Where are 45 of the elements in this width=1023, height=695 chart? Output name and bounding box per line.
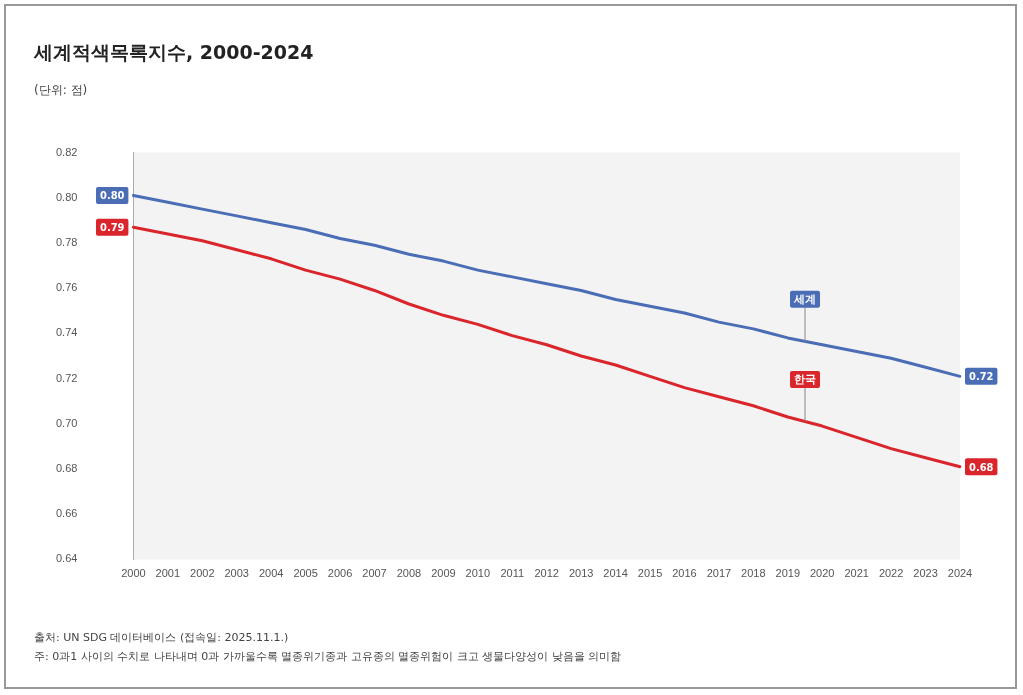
x-tick-label: 2018: [741, 567, 766, 580]
x-tick-label: 2017: [706, 567, 732, 580]
x-tick-label: 2013: [568, 567, 594, 580]
x-tick-label: 2000: [121, 567, 146, 580]
x-tick-label: 2012: [534, 567, 559, 580]
text: 주: 0과1 사이의 수치로 나타내며 0과 가까울수록 멸종위기종과 고유종의 멸종위험이 크고 생물다양성이 낮음을 의미함: [34, 649, 622, 665]
y-tick-label: 0.76: [55, 281, 78, 294]
y-tick-label: 0.80: [55, 190, 78, 203]
x-tick-label: 2007: [362, 567, 387, 580]
y-tick-label: 0.78: [55, 236, 78, 249]
x-tick-label: 2022: [878, 567, 904, 580]
x-tick-label: 2016: [672, 567, 697, 580]
y-tick-label: 0.82: [55, 145, 78, 158]
x-tick-label: 2008: [396, 567, 422, 580]
y-tick-label: 0.74: [55, 326, 78, 339]
x-tick-label: 2005: [293, 567, 318, 580]
y-tick-label: 0.68: [55, 462, 78, 475]
x-tick-label: 2023: [913, 567, 938, 580]
x-tick-label: 2015: [637, 567, 663, 580]
x-tick-label: 2009: [431, 567, 456, 580]
text: 세계: [793, 293, 817, 307]
data-label: 0.68: [969, 460, 994, 474]
y-tick-label: 0.70: [55, 416, 78, 429]
chart-title: 세계적색목록지수, 2000-2024: [34, 40, 314, 65]
data-label: 0.79: [99, 221, 125, 235]
x-tick-label: 2011: [500, 567, 525, 580]
x-tick-label: 2002: [190, 567, 215, 580]
x-tick-label: 2003: [224, 567, 249, 580]
x-tick-label: 2020: [809, 567, 835, 580]
x-tick-label: 2014: [603, 567, 628, 580]
x-tick-label: 2006: [327, 567, 353, 580]
text: 한국: [794, 373, 817, 387]
y-tick-label: 0.64: [55, 552, 78, 565]
y-tick-label: 0.72: [55, 371, 78, 384]
x-tick-label: 2019: [775, 567, 801, 580]
x-tick-label: 2021: [844, 567, 869, 580]
data-label: 0.80: [99, 189, 125, 203]
y-axis-title: (단위: 점): [34, 82, 88, 99]
x-tick-label: 2004: [258, 567, 284, 580]
x-tick-label: 2010: [465, 567, 491, 580]
source-note: 출처: UN SDG 데이터베이스 (접속일: 2025.11.1.): [34, 630, 290, 646]
data-label: 0.72: [969, 370, 994, 384]
y-tick-label: 0.66: [55, 507, 78, 520]
x-tick-label: 2001: [155, 567, 181, 580]
x-tick-label: 2024: [947, 567, 973, 580]
